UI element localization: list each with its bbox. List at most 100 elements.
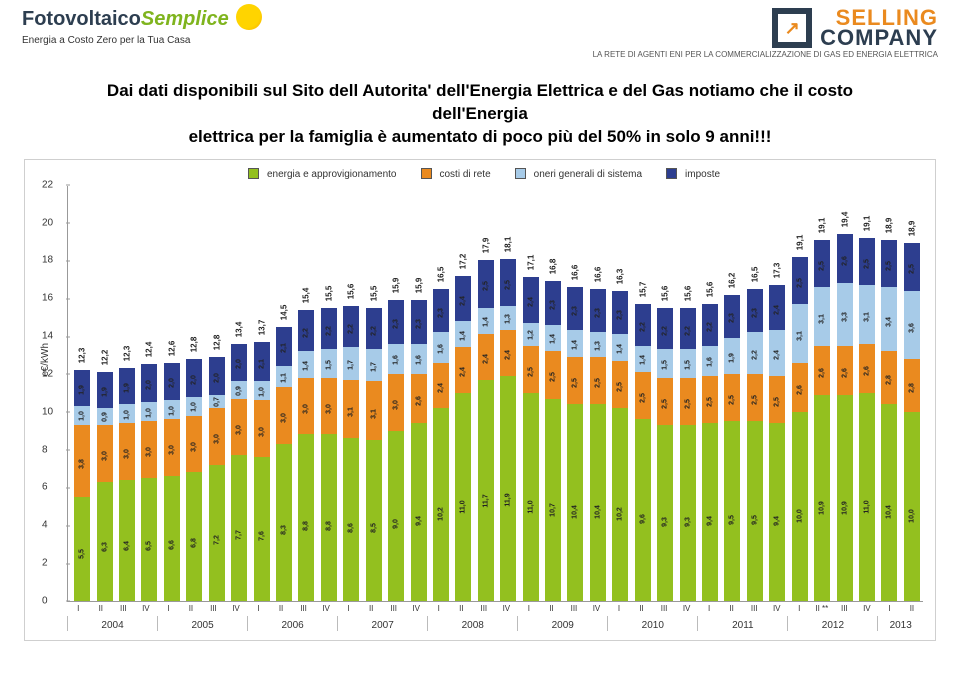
bar-segment: 2,3: [545, 281, 561, 324]
bar-column: 6,63,01,02,012,6: [161, 186, 183, 601]
segment-value: 10,2: [437, 507, 444, 521]
bar-segment: 10,0: [904, 412, 920, 601]
bar-total: 16,2: [728, 272, 737, 288]
segment-value: 1,4: [572, 340, 579, 350]
segment-value: 2,0: [213, 373, 220, 383]
y-tick: 12: [42, 368, 53, 379]
bar-segment: 7,2: [209, 465, 225, 601]
segment-value: 2,5: [886, 261, 893, 271]
bar-segment: 1,6: [388, 344, 404, 374]
bar-stack: 8,83,01,52,215,5: [321, 308, 337, 601]
bar-segment: 1,6: [433, 332, 449, 362]
quarter-label: II: [630, 602, 653, 613]
quarter-label: IV: [585, 602, 608, 613]
y-tick: 16: [42, 293, 53, 304]
quarter-label: I: [157, 602, 180, 613]
bar-segment: 9,5: [747, 421, 763, 601]
bar-segment: 2,5: [590, 357, 606, 404]
bar-segment: 2,4: [769, 285, 785, 330]
bar-segment: 3,0: [119, 423, 135, 480]
bar-segment: 3,3: [837, 283, 853, 345]
title-line1: Dai dati disponibili sul Sito dell Autor…: [78, 80, 882, 126]
segment-value: 3,0: [168, 446, 175, 456]
bar-segment: 10,7: [545, 399, 561, 601]
bar-segment: 2,3: [388, 300, 404, 343]
segment-value: 2,4: [774, 351, 781, 361]
legend-item: imposte: [658, 169, 720, 180]
bar-total: 15,5: [324, 285, 333, 301]
bar-segment: 1,6: [702, 346, 718, 376]
segment-value: 3,0: [146, 448, 153, 458]
bar-segment: 1,4: [455, 321, 471, 347]
quarter-label: IV: [405, 602, 428, 613]
segment-value: 10,0: [796, 509, 803, 523]
segment-value: 6,6: [168, 540, 175, 550]
bar-segment: 1,0: [164, 400, 180, 419]
bar-total: 12,3: [78, 348, 87, 364]
bar-total: 15,5: [369, 285, 378, 301]
segment-value: 1,0: [191, 402, 198, 412]
bar-total: 12,4: [145, 342, 154, 358]
segment-value: 11,9: [505, 493, 512, 506]
segment-value: 11,0: [527, 501, 534, 514]
bar-column: 10,22,41,62,316,5: [430, 186, 452, 601]
quarter-label: IV: [675, 602, 698, 613]
year-label: 2010: [607, 616, 697, 631]
bar-total: 13,7: [257, 319, 266, 335]
segment-value: 1,5: [662, 360, 669, 370]
bar-segment: 3,0: [231, 399, 247, 456]
segment-value: 2,8: [908, 383, 915, 393]
bar-segment: 3,6: [904, 291, 920, 359]
bar-stack: 9,32,51,52,215,6: [680, 308, 696, 601]
segment-value: 2,6: [841, 256, 848, 266]
segment-value: 2,5: [482, 282, 489, 292]
segment-value: 2,0: [236, 360, 243, 370]
bar-total: 12,3: [123, 346, 132, 362]
logo-bar: FotovoltaicoSemplice Energia a Costo Zer…: [0, 0, 960, 72]
bar-stack: 10,22,41,62,316,5: [433, 289, 449, 601]
bar-stack: 7,23,00,72,012,8: [209, 357, 225, 601]
bar-segment: 2,2: [343, 306, 359, 348]
bar-total: 15,6: [683, 285, 692, 301]
segment-value: 3,0: [101, 451, 108, 461]
bar-stack: 11,92,41,32,518,1: [500, 259, 516, 601]
bar-total: 14,5: [280, 304, 289, 320]
bar-segment: 2,5: [769, 376, 785, 423]
bar-segment: 6,4: [119, 480, 135, 601]
bar-segment: 1,6: [411, 344, 427, 374]
quarter-label: IV: [225, 602, 248, 613]
bar-segment: 3,0: [164, 419, 180, 476]
quarter-label: III: [292, 602, 315, 613]
segment-value: 2,5: [729, 395, 736, 405]
y-tick: 0: [42, 595, 48, 606]
segment-value: 3,6: [908, 323, 915, 333]
segment-value: 2,3: [393, 319, 400, 329]
bar-segment: 9,3: [657, 425, 673, 601]
brand-left-sub: Energia a Costo Zero per la Tua Casa: [22, 35, 262, 46]
segment-value: 1,9: [101, 387, 108, 397]
segment-value: 2,8: [886, 375, 893, 385]
bar-segment: 3,1: [792, 304, 808, 363]
bar-stack: 5,53,81,01,912,3: [74, 370, 90, 601]
bar-total: 16,5: [750, 267, 759, 283]
year-label: 2007: [337, 616, 427, 631]
bar-column: 10,92,63,12,519,1: [811, 186, 833, 601]
segment-value: 2,5: [505, 280, 512, 290]
bar-segment: 9,4: [411, 423, 427, 601]
brand-word-a: Fotovoltaico: [22, 8, 141, 30]
segment-value: 3,1: [370, 409, 377, 419]
segment-value: 3,1: [348, 407, 355, 417]
bar-column: 10,42,83,42,518,9: [878, 186, 900, 601]
page: FotovoltaicoSemplice Energia a Costo Zer…: [0, 0, 960, 679]
segment-value: 2,0: [191, 375, 198, 385]
segment-value: 2,5: [707, 397, 714, 407]
bar-stack: 6,83,01,02,012,8: [186, 359, 202, 601]
bar-segment: 2,5: [881, 240, 897, 287]
bar-segment: 6,8: [186, 472, 202, 601]
bar-segment: 2,2: [366, 308, 382, 350]
bar-segment: 2,3: [567, 287, 583, 330]
bar-stack: 10,02,63,12,519,1: [792, 257, 808, 601]
bar-column: 8,53,11,72,215,5: [362, 186, 384, 601]
segment-value: 2,6: [819, 368, 826, 378]
bar-total: 17,3: [773, 263, 782, 279]
